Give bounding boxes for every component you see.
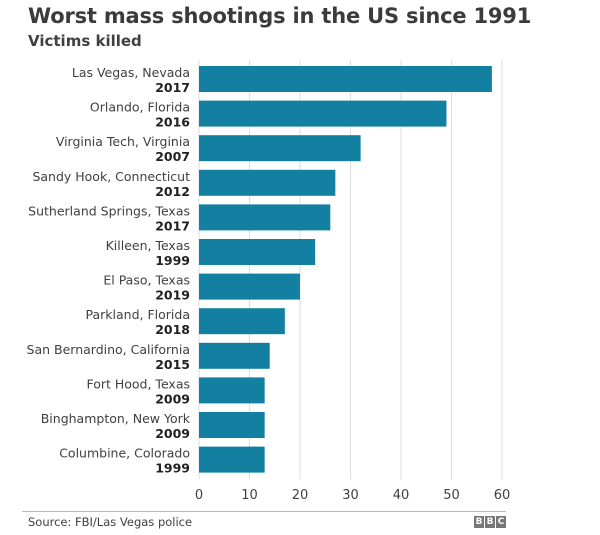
category-label: Killeen, Texas: [106, 238, 190, 253]
category-year-label: 1999: [155, 253, 190, 268]
category-year-label: 2018: [155, 322, 190, 337]
bar: [199, 169, 336, 196]
category-year-label: 2012: [155, 184, 190, 199]
category-label: El Paso, Texas: [103, 273, 190, 288]
category-label: Columbine, Colorado: [59, 446, 190, 461]
category-year-label: 2017: [155, 80, 190, 95]
category-label: San Bernardino, California: [27, 342, 190, 357]
bar: [199, 412, 265, 438]
bar: [199, 377, 265, 404]
category-year-label: 2017: [155, 218, 190, 233]
x-tick-label: 50: [443, 488, 460, 503]
category-year-label: 2016: [155, 115, 190, 130]
bar: [199, 66, 492, 92]
bbc-logo: B B C: [474, 516, 506, 528]
bar: [199, 100, 447, 127]
x-tick-label: 20: [292, 488, 309, 503]
x-tick-label: 0: [195, 488, 203, 503]
x-tick-label: 60: [494, 488, 511, 503]
category-label: Sandy Hook, Connecticut: [32, 169, 190, 184]
bar: [199, 204, 331, 231]
x-tick-label: 40: [393, 488, 410, 503]
category-year-label: 1999: [155, 461, 190, 476]
category-label: Las Vegas, Nevada: [72, 65, 190, 80]
category-year-label: 2009: [155, 391, 190, 406]
category-year-label: 2015: [155, 357, 190, 372]
x-tick-label: 30: [342, 488, 359, 503]
bar: [199, 273, 300, 300]
bbc-logo-letter: B: [485, 516, 495, 528]
chart-title: Worst mass shootings in the US since 199…: [28, 4, 532, 28]
category-label: Parkland, Florida: [86, 307, 190, 322]
category-year-label: 2009: [155, 426, 190, 441]
source-note: Source: FBI/Las Vegas police: [28, 515, 193, 529]
category-label: Sutherland Springs, Texas: [28, 203, 190, 218]
x-tick-label: 10: [241, 488, 258, 503]
category-label: Orlando, Florida: [90, 100, 190, 115]
bar: [199, 308, 285, 335]
chart-subtitle: Victims killed: [28, 32, 142, 50]
category-label: Binghampton, New York: [41, 411, 191, 426]
bar: [199, 239, 316, 265]
category-label: Virginia Tech, Virginia: [56, 134, 190, 149]
bbc-logo-letter: C: [496, 516, 506, 528]
bar: [199, 135, 361, 162]
category-label: Fort Hood, Texas: [86, 376, 190, 391]
category-year-label: 2019: [155, 288, 190, 303]
bbc-logo-letter: B: [474, 516, 484, 528]
bar: [199, 342, 270, 369]
footer-divider: [22, 511, 506, 512]
bar: [199, 446, 265, 473]
category-year-label: 2007: [155, 149, 190, 164]
